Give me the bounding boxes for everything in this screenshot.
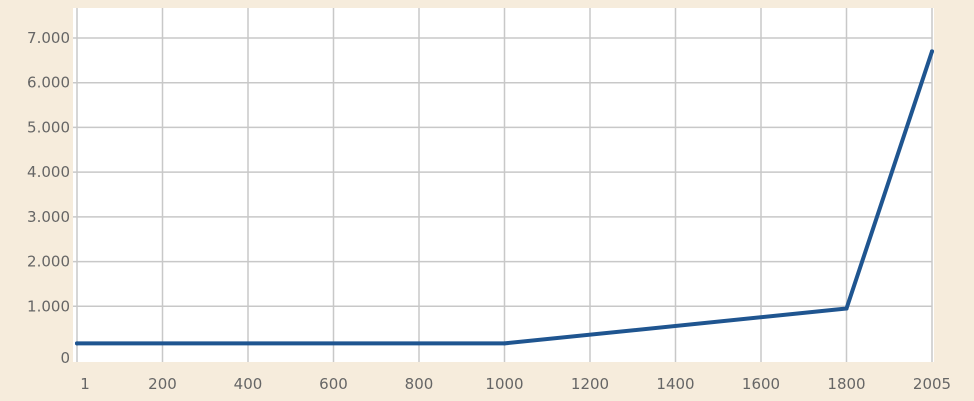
y-axis-ticks: 0 1.000 2.000 3.000 4.000 5.000 6.000 7.000 bbox=[27, 29, 70, 367]
data-point bbox=[930, 49, 934, 54]
x-tick-label: 1800 bbox=[827, 375, 865, 393]
x-tick-label: 200 bbox=[148, 375, 177, 393]
grid bbox=[73, 8, 933, 362]
x-tick-label: 1200 bbox=[571, 375, 609, 393]
y-tick-label: 1.000 bbox=[27, 297, 70, 315]
y-tick-label: 3.000 bbox=[27, 208, 70, 226]
x-tick-label: 600 bbox=[319, 375, 348, 393]
y-tick-label: 5.000 bbox=[27, 118, 70, 136]
data-point bbox=[75, 341, 79, 346]
x-axis-ticks: 1 200 400 600 800 1000 1200 1400 1600 1800 2005 bbox=[80, 375, 951, 393]
data-point bbox=[502, 341, 507, 346]
x-tick-label: 1400 bbox=[656, 375, 694, 393]
y-tick-label: 0 bbox=[60, 349, 70, 367]
y-tick-label: 4.000 bbox=[27, 163, 70, 181]
x-tick-label: 1600 bbox=[742, 375, 780, 393]
x-tick-label: 1 bbox=[80, 375, 90, 393]
x-tick-label: 400 bbox=[234, 375, 263, 393]
x-tick-label: 1000 bbox=[485, 375, 523, 393]
x-tick-label: 800 bbox=[405, 375, 434, 393]
y-tick-label: 6.000 bbox=[27, 74, 70, 92]
plot-area bbox=[73, 8, 934, 362]
data-point bbox=[844, 306, 849, 311]
series-layer bbox=[75, 49, 934, 346]
series-line bbox=[75, 49, 934, 346]
x-tick-label: 2005 bbox=[913, 375, 951, 393]
y-tick-label: 2.000 bbox=[27, 253, 70, 271]
y-tick-label: 7.000 bbox=[27, 29, 70, 47]
